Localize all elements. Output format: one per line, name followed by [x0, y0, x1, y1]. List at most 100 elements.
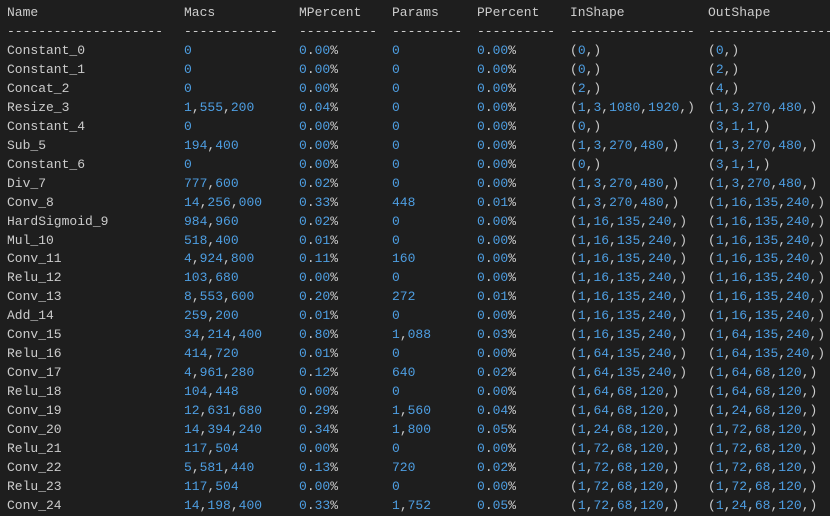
- digits: 961: [199, 365, 224, 381]
- digits: 0: [477, 213, 485, 229]
- digits: 00: [492, 118, 509, 134]
- digits: 24: [731, 497, 748, 513]
- digits: 1: [715, 441, 724, 457]
- digits: 240: [648, 232, 672, 248]
- digits: 0: [184, 156, 192, 172]
- digits: 120: [778, 384, 802, 400]
- digits: 0: [299, 403, 307, 419]
- digits: 64: [731, 327, 748, 343]
- digits: 20: [314, 289, 331, 305]
- digits: 240: [786, 327, 810, 343]
- params-cell: 0: [392, 155, 400, 174]
- digits: 04: [314, 99, 331, 115]
- params-cell: 0: [392, 60, 400, 79]
- digits: 680: [238, 403, 263, 419]
- digits: 00: [314, 137, 331, 153]
- mpercent-cell: 0.33%: [299, 194, 339, 210]
- digits: 600: [215, 175, 239, 191]
- outshape-cell: (1,16,135,240,): [708, 270, 826, 286]
- digits: 64: [593, 384, 610, 400]
- params-cell: 0: [392, 382, 400, 401]
- digits: 720: [215, 346, 239, 362]
- digits: 1: [747, 118, 755, 134]
- digits: 135: [616, 251, 641, 267]
- digits: 135: [754, 346, 779, 362]
- digits: 1: [715, 289, 724, 305]
- mpercent-cell: 0.00%: [299, 384, 339, 400]
- digits: 0: [477, 479, 485, 494]
- digits: 00: [492, 137, 509, 153]
- digits: 1: [577, 99, 586, 115]
- digits: 1: [577, 289, 586, 305]
- ppercent-cell: 0.00%: [477, 213, 517, 229]
- params-cell: 272: [392, 287, 415, 306]
- digits: 01: [492, 194, 509, 210]
- digits: 1: [715, 365, 724, 381]
- mpercent-cell: 0.00%: [299, 137, 339, 153]
- digits: 581: [199, 460, 224, 476]
- macs-cell: 14,256,000: [184, 194, 263, 210]
- digits: 64: [731, 346, 748, 362]
- inshape-cell: ----------------: [570, 23, 695, 39]
- name-cell: Conv_22: [7, 460, 62, 476]
- digits: 480: [640, 137, 664, 153]
- digits: 0: [477, 61, 485, 77]
- digits: 34: [314, 422, 331, 438]
- mpercent-cell: 0.33%: [299, 497, 339, 513]
- mpercent-cell: 0.00%: [299, 42, 339, 58]
- digits: 16: [593, 270, 610, 286]
- digits: 00: [492, 42, 509, 58]
- digits: 00: [314, 80, 331, 96]
- digits: 120: [778, 497, 802, 513]
- inshape-cell: (1,64,68,120,): [570, 403, 680, 419]
- macs-cell: 194,400: [184, 137, 239, 153]
- outshape-cell: (1,72,68,120,): [708, 441, 818, 457]
- digits: 3: [593, 99, 602, 115]
- digits: 135: [754, 270, 779, 286]
- digits: 3: [593, 137, 602, 153]
- digits: 00: [492, 61, 509, 77]
- inshape-cell: (1,16,135,240,): [570, 270, 688, 286]
- ppercent-cell: 0.00%: [477, 156, 517, 172]
- digits: 270: [609, 137, 633, 153]
- digits: 240: [786, 213, 810, 229]
- digits: 240: [648, 365, 672, 381]
- macs-cell: 104,448: [184, 384, 239, 400]
- outshape-cell: (1,16,135,240,): [708, 194, 826, 210]
- digits: 120: [640, 384, 664, 400]
- outshape-cell: (1,64,68,120,): [708, 384, 818, 400]
- digits: 16: [593, 289, 610, 305]
- ppercent-cell: 0.00%: [477, 384, 517, 400]
- digits: 0: [184, 118, 192, 134]
- digits: 1: [392, 497, 400, 513]
- digits: 270: [747, 137, 771, 153]
- digits: 16: [731, 289, 748, 305]
- mpercent-cell: 0.00%: [299, 270, 339, 286]
- name-cell: HardSigmoid_9: [7, 213, 109, 229]
- outshape-cell: (1,16,135,240,): [708, 289, 826, 305]
- ppercent-cell: 0.02%: [477, 460, 517, 476]
- digits: 280: [230, 365, 255, 381]
- macs-cell: 1,555,200: [184, 99, 255, 115]
- digits: 16: [731, 270, 748, 286]
- name-cell: Mul_10: [7, 232, 54, 248]
- digits: 240: [786, 346, 810, 362]
- digits: 12: [314, 365, 331, 381]
- digits: 0: [299, 422, 307, 438]
- digits: 0: [299, 99, 307, 115]
- digits: 480: [778, 137, 802, 153]
- digits: 518: [184, 232, 208, 248]
- digits: 4: [184, 365, 192, 381]
- digits: 0: [299, 346, 307, 362]
- digits: 0: [477, 384, 485, 400]
- digits: 1: [577, 137, 586, 153]
- digits: 02: [314, 213, 331, 229]
- digits: 0: [577, 118, 586, 134]
- digits: 68: [754, 460, 771, 476]
- digits: 270: [747, 99, 771, 115]
- ppercent-cell: 0.00%: [477, 441, 517, 457]
- digits: 0: [392, 384, 400, 400]
- name-cell: Constant_4: [7, 118, 86, 134]
- mpercent-cell: 0.02%: [299, 175, 339, 191]
- digits: 1: [577, 213, 586, 229]
